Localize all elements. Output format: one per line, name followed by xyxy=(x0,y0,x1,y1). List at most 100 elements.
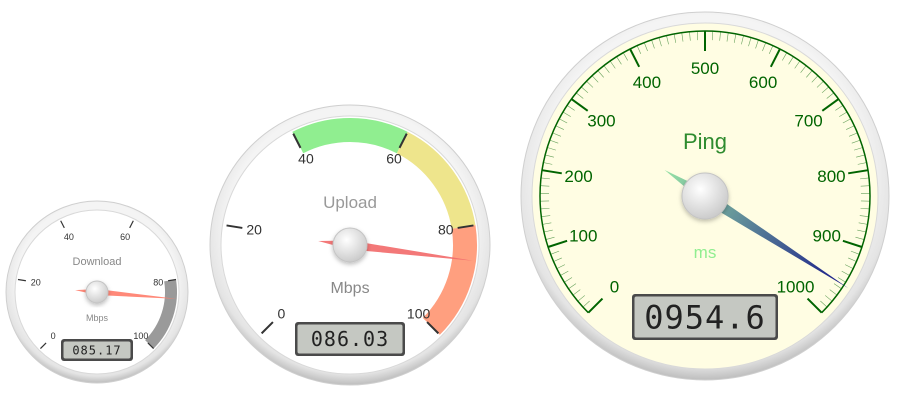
ping-minor-tick xyxy=(806,70,813,78)
ping-minor-tick xyxy=(560,270,569,276)
ping-minor-tick xyxy=(858,222,868,225)
download-lcd-readout: 085.17 xyxy=(72,343,121,357)
upload-title: Upload xyxy=(323,193,377,212)
ping-minor-tick xyxy=(553,257,562,262)
ping-minor-tick xyxy=(825,295,833,302)
ping-minor-tick xyxy=(854,147,863,151)
ping-minor-tick xyxy=(733,33,737,43)
ping-tick-label: 1000 xyxy=(777,277,815,296)
ping-minor-tick xyxy=(719,31,721,41)
ping-minor-tick xyxy=(857,162,867,165)
download-tick-label: 100 xyxy=(133,331,148,341)
download-gauge: 0 20 40 60 80 100 Download Mbps 085.17 xyxy=(4,199,190,385)
upload-highlight-band xyxy=(292,118,408,154)
ping-minor-tick xyxy=(540,177,550,180)
ping-lcd-readout: 0954.6 xyxy=(644,299,766,337)
ping-minor-tick xyxy=(844,264,854,269)
ping-minor-tick xyxy=(850,250,860,255)
download-major-tick xyxy=(168,278,177,282)
ping-minor-tick xyxy=(547,147,556,151)
ping-minor-tick xyxy=(577,295,585,302)
upload-tick-label: 0 xyxy=(278,305,286,321)
upload-tick-label: 40 xyxy=(298,150,314,166)
ping-title: Ping xyxy=(683,129,727,154)
ping-minor-tick xyxy=(755,39,759,49)
ping-minor-tick xyxy=(568,283,577,289)
ping-minor-tick xyxy=(860,207,870,210)
upload-major-tick xyxy=(226,224,243,229)
ping-units: ms xyxy=(694,243,717,262)
download-tick-label: 60 xyxy=(120,232,130,242)
ping-major-tick xyxy=(587,297,604,314)
ping-minor-tick xyxy=(681,32,684,42)
ping-minor-tick xyxy=(726,32,729,42)
download-major-tick xyxy=(60,220,65,229)
ping-minor-tick xyxy=(782,52,788,61)
ping-minor-tick xyxy=(555,125,564,130)
download-major-tick xyxy=(147,342,154,349)
ping-minor-tick xyxy=(856,154,865,158)
ping-minor-tick xyxy=(842,118,851,124)
download-units: Mbps xyxy=(86,313,109,323)
download-major-tick xyxy=(40,342,47,349)
ping-minor-tick xyxy=(855,236,865,240)
ping-minor-tick xyxy=(762,42,767,52)
download-tick-label: 20 xyxy=(31,277,41,287)
upload-needle-hub xyxy=(332,227,368,263)
ping-minor-tick xyxy=(545,154,554,158)
download-highlight-band xyxy=(144,279,177,349)
upload-major-tick xyxy=(426,321,440,335)
upload-tick-label: 100 xyxy=(407,305,431,321)
download-title: Download xyxy=(73,256,122,268)
ping-minor-tick xyxy=(846,125,855,130)
ping-minor-tick xyxy=(849,132,858,137)
ping-minor-tick xyxy=(540,207,550,210)
ping-minor-tick xyxy=(566,105,575,111)
ping-lcd-screen xyxy=(634,296,776,338)
ping-minor-tick xyxy=(841,270,850,276)
ping-minor-tick xyxy=(860,185,870,187)
ping-minor-tick xyxy=(552,132,561,137)
ping-minor-tick xyxy=(821,86,829,94)
ping-minor-tick xyxy=(848,257,857,262)
download-gauge-svg: 0 20 40 60 80 100 Download Mbps 085.17 xyxy=(5,200,189,384)
download-major-tick xyxy=(17,278,26,282)
upload-major-tick xyxy=(457,224,474,229)
ping-tick-label: 400 xyxy=(633,73,661,92)
upload-major-tick xyxy=(292,133,302,149)
ping-minor-tick xyxy=(556,264,566,269)
ping-minor-tick xyxy=(768,45,774,54)
ping-minor-tick xyxy=(603,65,610,73)
download-lcd-screen xyxy=(63,341,131,359)
upload-tick-label: 60 xyxy=(386,150,402,166)
ping-minor-tick xyxy=(741,35,744,45)
ping-minor-tick xyxy=(543,162,553,165)
ping-tick-label: 700 xyxy=(794,112,822,131)
download-tick-label: 0 xyxy=(51,331,56,341)
upload-tick-label: 20 xyxy=(246,222,262,238)
ping-minor-tick xyxy=(543,229,553,233)
upload-gauge-svg: 0 20 40 60 80 100 Upload Mbps 086.03 xyxy=(209,104,491,386)
ping-minor-tick xyxy=(545,236,555,240)
upload-major-tick xyxy=(398,133,408,149)
ping-minor-tick xyxy=(636,45,642,54)
ping-minor-tick xyxy=(860,177,870,180)
ping-tick-label: 0 xyxy=(610,277,619,296)
ping-minor-tick xyxy=(591,75,599,83)
ping-minor-tick xyxy=(788,56,794,65)
ping-minor-tick xyxy=(651,39,655,49)
ping-gauge-svg: 0 100 200 300 400 500 600 700 800 900 1000 Ping ms 09… xyxy=(520,11,890,381)
ping-major-tick xyxy=(629,48,641,68)
ping-minor-tick xyxy=(837,277,846,283)
ping-major-tick xyxy=(821,98,840,112)
ping-tick-label: 900 xyxy=(813,227,841,246)
ping-minor-tick xyxy=(794,60,801,69)
ping-minor-tick xyxy=(550,250,560,255)
ping-minor-tick xyxy=(562,111,571,117)
ping-minor-tick xyxy=(540,185,550,187)
ping-minor-tick xyxy=(564,277,573,283)
ping-minor-tick xyxy=(581,86,589,94)
upload-highlight-band xyxy=(396,131,476,230)
ping-minor-tick xyxy=(748,37,752,47)
download-needle-hub xyxy=(85,280,109,304)
